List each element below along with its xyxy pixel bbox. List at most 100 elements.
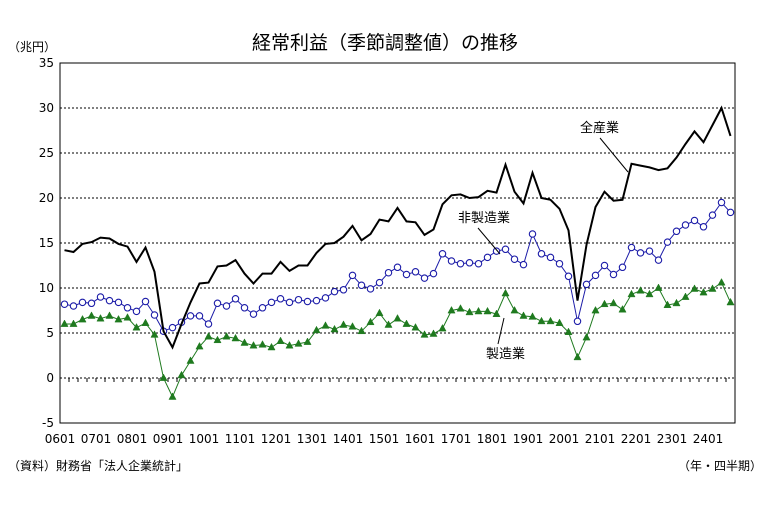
data-point	[60, 300, 69, 308]
y-tick-label: 0	[46, 371, 54, 385]
data-point	[159, 373, 168, 381]
data-point	[321, 294, 330, 302]
data-point	[375, 308, 384, 317]
data-point	[438, 250, 447, 258]
data-point	[492, 247, 501, 255]
data-point	[690, 284, 699, 292]
series-0	[64, 105, 732, 350]
data-point	[654, 256, 663, 264]
y-tick-label: 10	[39, 281, 54, 295]
data-point	[672, 298, 681, 307]
data-point	[447, 257, 456, 265]
y-tick-label: 20	[39, 191, 54, 205]
data-point	[447, 305, 456, 314]
x-tick-label: 1701	[441, 432, 472, 446]
data-point	[681, 221, 690, 229]
data-point	[537, 250, 546, 258]
data-point	[420, 330, 429, 338]
data-point	[348, 322, 357, 330]
data-point	[708, 284, 717, 292]
data-point	[483, 253, 492, 262]
data-point	[663, 238, 672, 246]
data-point	[321, 321, 330, 329]
data-point	[717, 278, 726, 286]
data-point	[150, 311, 159, 319]
series-line	[64, 105, 732, 350]
x-tick-label: 2001	[549, 432, 580, 446]
data-point	[267, 298, 276, 307]
data-point	[339, 320, 348, 328]
data-point	[501, 288, 510, 297]
data-point	[573, 352, 582, 361]
data-point	[168, 323, 177, 332]
data-point	[69, 319, 78, 327]
series-label-seizougyou-leader	[497, 317, 505, 345]
series-2	[60, 278, 735, 400]
data-point	[123, 313, 132, 321]
data-point	[357, 281, 366, 290]
data-point	[501, 245, 510, 254]
y-tick-label: 15	[39, 236, 54, 250]
data-point	[456, 259, 465, 268]
data-point	[582, 280, 591, 289]
data-point	[240, 338, 249, 346]
data-point	[249, 310, 258, 318]
data-point	[717, 198, 726, 207]
data-point	[222, 302, 231, 310]
data-point	[672, 227, 681, 236]
data-point	[609, 298, 618, 307]
y-tick-label: 30	[39, 101, 54, 115]
data-point	[708, 211, 717, 219]
data-point	[285, 298, 294, 307]
x-tick-label: 1601	[405, 432, 436, 446]
data-point	[231, 295, 240, 303]
x-axis-unit: （年・四半期）	[678, 459, 762, 473]
data-point	[555, 259, 564, 268]
data-point	[267, 342, 276, 351]
data-point	[195, 312, 204, 320]
data-point	[96, 314, 105, 322]
data-point	[663, 300, 672, 308]
x-tick-label: 1401	[333, 432, 364, 446]
series-label-zensangyo-leader	[599, 137, 629, 173]
data-point	[510, 255, 519, 263]
x-tick-label: 0801	[117, 432, 148, 446]
data-point	[510, 305, 519, 314]
data-point	[141, 297, 150, 306]
data-point	[78, 298, 87, 307]
data-point	[429, 329, 438, 337]
data-point	[699, 223, 708, 231]
data-point	[204, 332, 213, 340]
data-point	[600, 261, 609, 270]
data-point	[618, 305, 627, 313]
x-tick-label: 2301	[657, 432, 688, 446]
data-point	[96, 293, 105, 301]
data-point	[609, 270, 618, 279]
data-point	[591, 271, 600, 280]
data-point	[114, 298, 123, 307]
y-tick-label: -5	[42, 416, 54, 430]
data-point	[537, 316, 546, 325]
x-tick-label: 1801	[477, 432, 508, 446]
data-point	[438, 323, 447, 332]
data-point	[132, 323, 141, 331]
plot-area	[59, 62, 736, 424]
data-point	[240, 304, 249, 312]
data-point	[465, 259, 474, 267]
series-1	[60, 198, 735, 335]
data-point	[393, 263, 402, 272]
data-point	[366, 317, 375, 326]
data-point	[69, 302, 78, 310]
data-point	[429, 269, 438, 278]
data-point	[294, 295, 303, 304]
data-point	[213, 299, 222, 308]
data-point	[294, 339, 303, 347]
data-point	[150, 330, 159, 338]
x-tick-label: 0901	[153, 432, 184, 446]
data-point	[105, 311, 114, 319]
data-point	[402, 319, 411, 327]
data-point	[375, 278, 384, 287]
data-point	[276, 295, 285, 303]
data-point	[474, 259, 483, 268]
